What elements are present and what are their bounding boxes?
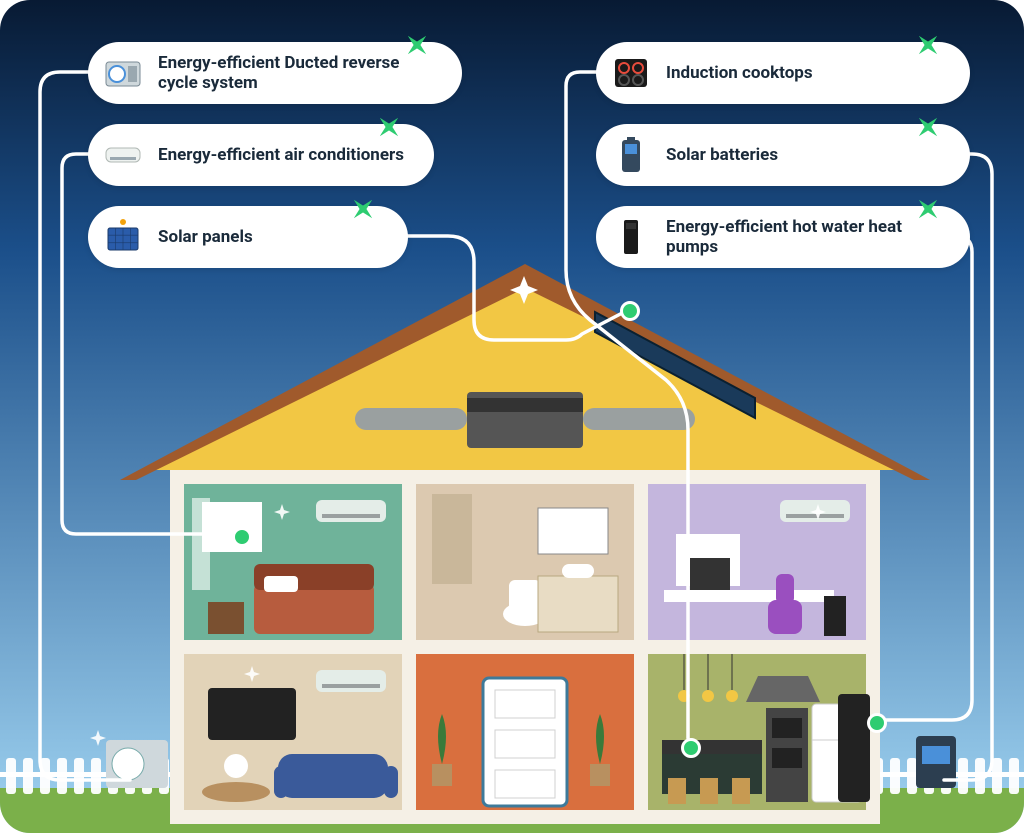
heatpump-icon (610, 216, 652, 258)
sparkle-icon (404, 32, 430, 58)
callout-label: Energy-efficient hot water heat pumps (666, 217, 950, 258)
callout-label: Energy-efficient air conditioners (158, 145, 404, 165)
callout-label: Solar batteries (666, 145, 778, 165)
callout-label: Energy-efficient Ducted reverse cycle sy… (158, 53, 442, 94)
solar-panel-icon (102, 216, 144, 258)
split-ac-icon (102, 134, 144, 176)
callout-label: Solar panels (158, 227, 253, 247)
callout-battery: Solar batteries (596, 124, 970, 186)
battery-icon (610, 134, 652, 176)
sparkle-icon (915, 32, 941, 58)
callout-heatpump: Energy-efficient hot water heat pumps (596, 206, 970, 268)
infographic-stage: Energy-efficient Ducted reverse cycle sy… (0, 0, 1024, 833)
sparkle-icon (376, 114, 402, 140)
sparkle-icon (915, 114, 941, 140)
callout-induction: Induction cooktops (596, 42, 970, 104)
sparkle-icon (350, 196, 376, 222)
cooktop-icon (610, 52, 652, 94)
callout-label: Induction cooktops (666, 63, 813, 83)
sparkle-icon (915, 196, 941, 222)
hvac-unit-icon (102, 52, 144, 94)
